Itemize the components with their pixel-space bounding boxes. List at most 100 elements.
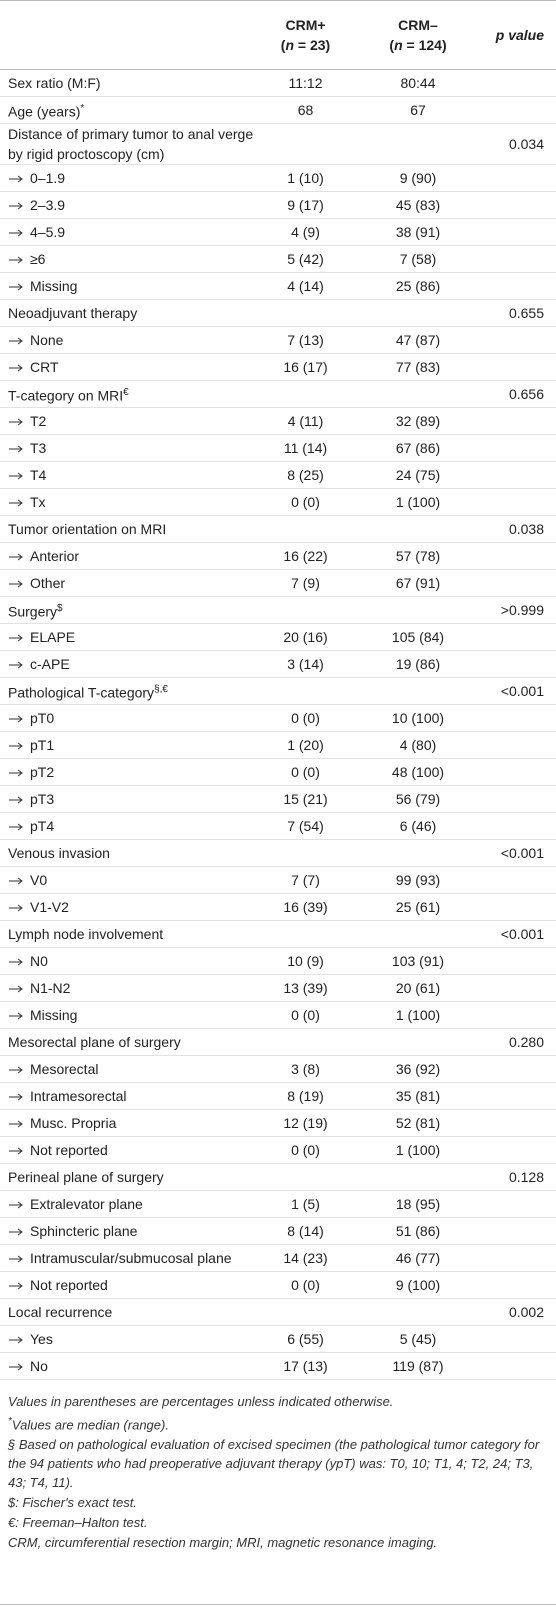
indent-arrow — [9, 256, 23, 264]
row-label-cell: pT0 — [0, 704, 258, 732]
row-label: Other — [30, 575, 66, 591]
crm-pos-cell: 11 (14) — [258, 434, 353, 462]
row-label-cell: ELAPE — [0, 623, 258, 651]
row-label-cell: Perineal plane of surgery — [0, 1163, 258, 1191]
table-row: T4 8 (25) 24 (75) — [0, 461, 556, 489]
crm-neg-cell: 19 (86) — [353, 650, 483, 678]
indent-arrow — [9, 472, 23, 480]
row-label-cell: T-category on MRI€ — [0, 380, 258, 408]
row-label-cell: T2 — [0, 407, 258, 435]
indent-arrow — [9, 553, 23, 561]
row-label-cell: Pathological T-category§,€ — [0, 677, 258, 705]
row-label-cell: Lymph node involvement — [0, 920, 258, 948]
crm-neg-cell: 57 (78) — [353, 542, 483, 570]
table-row: CRT 16 (17) 77 (83) — [0, 353, 556, 381]
row-label-cell: 0–1.9 — [0, 164, 258, 192]
crm-pos-cell: 20 (16) — [258, 623, 353, 651]
p-value-cell: 0.034 — [483, 123, 556, 165]
footnote: § Based on pathological evaluation of ex… — [8, 1435, 548, 1492]
crm-neg-cell: 51 (86) — [353, 1217, 483, 1245]
table-row: Other 7 (9) 67 (91) — [0, 569, 556, 597]
table-row: Pathological T-category§,€ <0.001 — [0, 677, 556, 705]
table-row: Tumor orientation on MRI 0.038 — [0, 515, 556, 543]
header-cell: CRM– (n = 124) — [353, 1, 483, 70]
crm-pos-cell: 11:12 — [258, 69, 353, 97]
crm-pos-cell: 9 (17) — [258, 191, 353, 219]
row-label: c-APE — [30, 656, 70, 672]
p-value-cell — [483, 488, 556, 516]
table-row: ELAPE 20 (16) 105 (84) — [0, 623, 556, 651]
row-label: Pathological T-category — [8, 684, 155, 701]
crm-pos-cell — [258, 839, 353, 867]
crm-neg-cell: 36 (92) — [353, 1055, 483, 1083]
p-value-cell — [483, 218, 556, 246]
crm-pos-cell: 8 (25) — [258, 461, 353, 489]
crm-neg-cell — [353, 1163, 483, 1191]
table-row: Perineal plane of surgery 0.128 — [0, 1163, 556, 1191]
n-symbol: n — [394, 37, 403, 53]
row-label: None — [30, 332, 64, 348]
crm-neg-cell: 67 — [353, 96, 483, 124]
row-label: Tumor orientation on MRI — [8, 521, 167, 537]
p-value-cell — [483, 1217, 556, 1245]
row-label: No — [30, 1358, 48, 1374]
row-label: 0–1.9 — [30, 170, 66, 186]
crm-neg-cell — [353, 1028, 483, 1056]
crm-pos-cell: 0 (0) — [258, 758, 353, 786]
header-title: p value — [495, 27, 544, 43]
p-value-cell — [483, 1271, 556, 1299]
crm-pos-cell — [258, 596, 353, 624]
p-value-cell: <0.001 — [483, 920, 556, 948]
row-label-cell: Intramesorectal — [0, 1082, 258, 1110]
indent-arrow — [9, 364, 23, 372]
row-label: Mesorectal — [30, 1061, 99, 1077]
data-table: CRM+ (n = 23) CRM– (n = 124) p value Sex rat… — [0, 1, 556, 1380]
crm-pos-cell: 13 (39) — [258, 974, 353, 1002]
crm-pos-cell: 0 (0) — [258, 704, 353, 732]
crm-pos-cell: 14 (23) — [258, 1244, 353, 1272]
header-title: CRM– — [398, 17, 438, 33]
row-label-cell: CRT — [0, 353, 258, 381]
table-row: Musc. Propria 12 (19) 52 (81) — [0, 1109, 556, 1137]
row-label: pT1 — [30, 737, 55, 753]
crm-pos-cell: 0 (0) — [258, 1271, 353, 1299]
crm-neg-cell: 1 (100) — [353, 1001, 483, 1029]
table-row: T3 11 (14) 67 (86) — [0, 434, 556, 462]
p-value-cell — [483, 758, 556, 786]
crm-neg-cell: 1 (100) — [353, 488, 483, 516]
row-label: Tx — [30, 494, 46, 510]
footnote: €: Freeman–Halton test. — [8, 1513, 548, 1532]
crm-neg-cell: 9 (90) — [353, 164, 483, 192]
row-label-cell: Anterior — [0, 542, 258, 570]
row-label: Local recurrence — [8, 1304, 113, 1320]
footnote-text: CRM, circumferential resection margin; M… — [8, 1535, 438, 1551]
crm-pos-cell: 68 — [258, 96, 353, 124]
row-label-cell: Tumor orientation on MRI — [0, 515, 258, 543]
row-label: Perineal plane of surgery — [8, 1169, 164, 1185]
row-label: Mesorectal plane of surgery — [8, 1034, 181, 1050]
row-label: Anterior — [30, 548, 80, 564]
row-label: V0 — [30, 872, 48, 888]
crm-neg-cell: 77 (83) — [353, 353, 483, 381]
row-label: ELAPE — [30, 629, 76, 645]
crm-pos-cell: 17 (13) — [258, 1352, 353, 1380]
p-value-cell — [483, 1190, 556, 1218]
crm-neg-cell: 80:44 — [353, 69, 483, 97]
p-value-cell — [483, 1352, 556, 1380]
crm-pos-cell — [258, 123, 353, 165]
row-label-cell: Mesorectal — [0, 1055, 258, 1083]
p-value-cell: 0.655 — [483, 299, 556, 327]
indent-arrow — [9, 796, 23, 804]
crm-pos-cell: 1 (10) — [258, 164, 353, 192]
row-label: Surgery — [8, 603, 58, 620]
table-row: pT1 1 (20) 4 (80) — [0, 731, 556, 759]
row-label: Not reported — [30, 1142, 108, 1158]
row-label-cell: Missing — [0, 272, 258, 300]
row-label: Missing — [30, 1007, 78, 1023]
row-label-cell: pT2 — [0, 758, 258, 786]
table-row: Lymph node involvement <0.001 — [0, 920, 556, 948]
p-value-cell — [483, 650, 556, 678]
n-suffix: = 124) — [402, 37, 447, 53]
indent-arrow — [9, 1066, 23, 1074]
crm-pos-cell: 12 (19) — [258, 1109, 353, 1137]
